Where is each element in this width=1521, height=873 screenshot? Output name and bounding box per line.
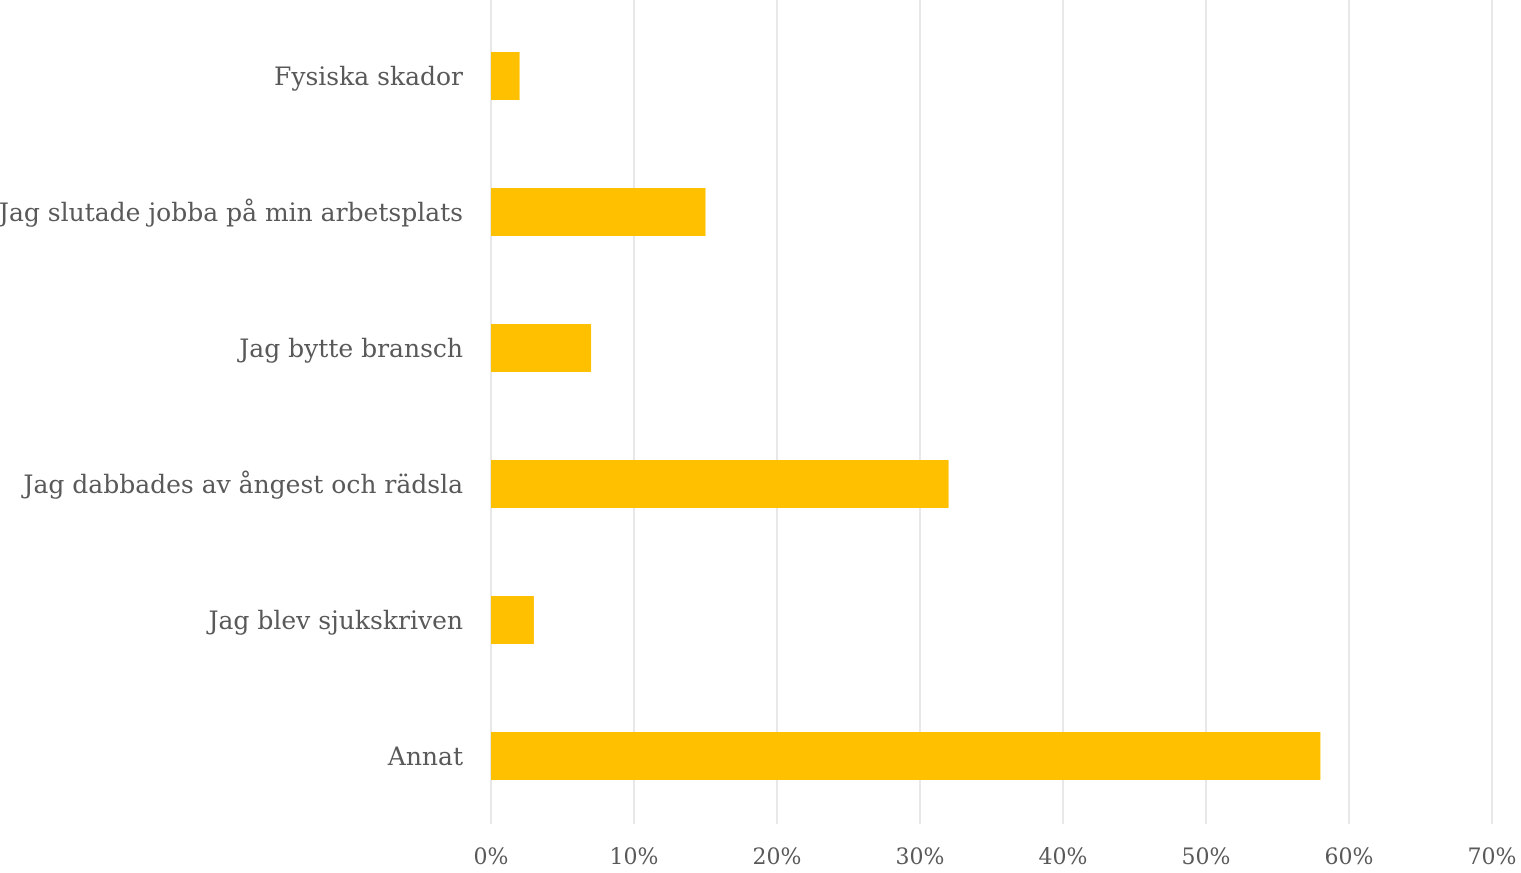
category-label: Fysiska skador	[274, 62, 463, 91]
gridlines	[490, 0, 1493, 824]
x-tick-label: 60%	[1325, 845, 1374, 870]
category-labels: Fysiska skador Jag slutade jobba på min a…	[0, 62, 463, 771]
bar	[491, 732, 1321, 780]
category-label: Jag blev sjukskriven	[205, 606, 463, 635]
bar	[491, 52, 520, 100]
category-label: Annat	[387, 742, 463, 771]
bar	[491, 324, 592, 372]
x-tick-label: 0%	[474, 845, 509, 870]
category-label: Jag slutade jobba på min arbetsplats	[0, 198, 463, 227]
category-label: Jag dabbades av ångest och rädsla	[20, 470, 463, 499]
bar	[491, 596, 534, 644]
x-axis-tick-labels: 0% 10% 20% 30% 40% 50% 60% 70%	[474, 845, 1517, 870]
x-tick-label: 10%	[610, 845, 659, 870]
x-tick-label: 20%	[753, 845, 802, 870]
x-tick-label: 50%	[1182, 845, 1231, 870]
x-tick-label: 30%	[896, 845, 945, 870]
x-tick-label: 40%	[1039, 845, 1088, 870]
bar	[491, 460, 949, 508]
x-tick-label: 70%	[1468, 845, 1517, 870]
bar	[491, 188, 706, 236]
bars	[491, 52, 1321, 780]
category-label: Jag bytte bransch	[236, 334, 463, 363]
